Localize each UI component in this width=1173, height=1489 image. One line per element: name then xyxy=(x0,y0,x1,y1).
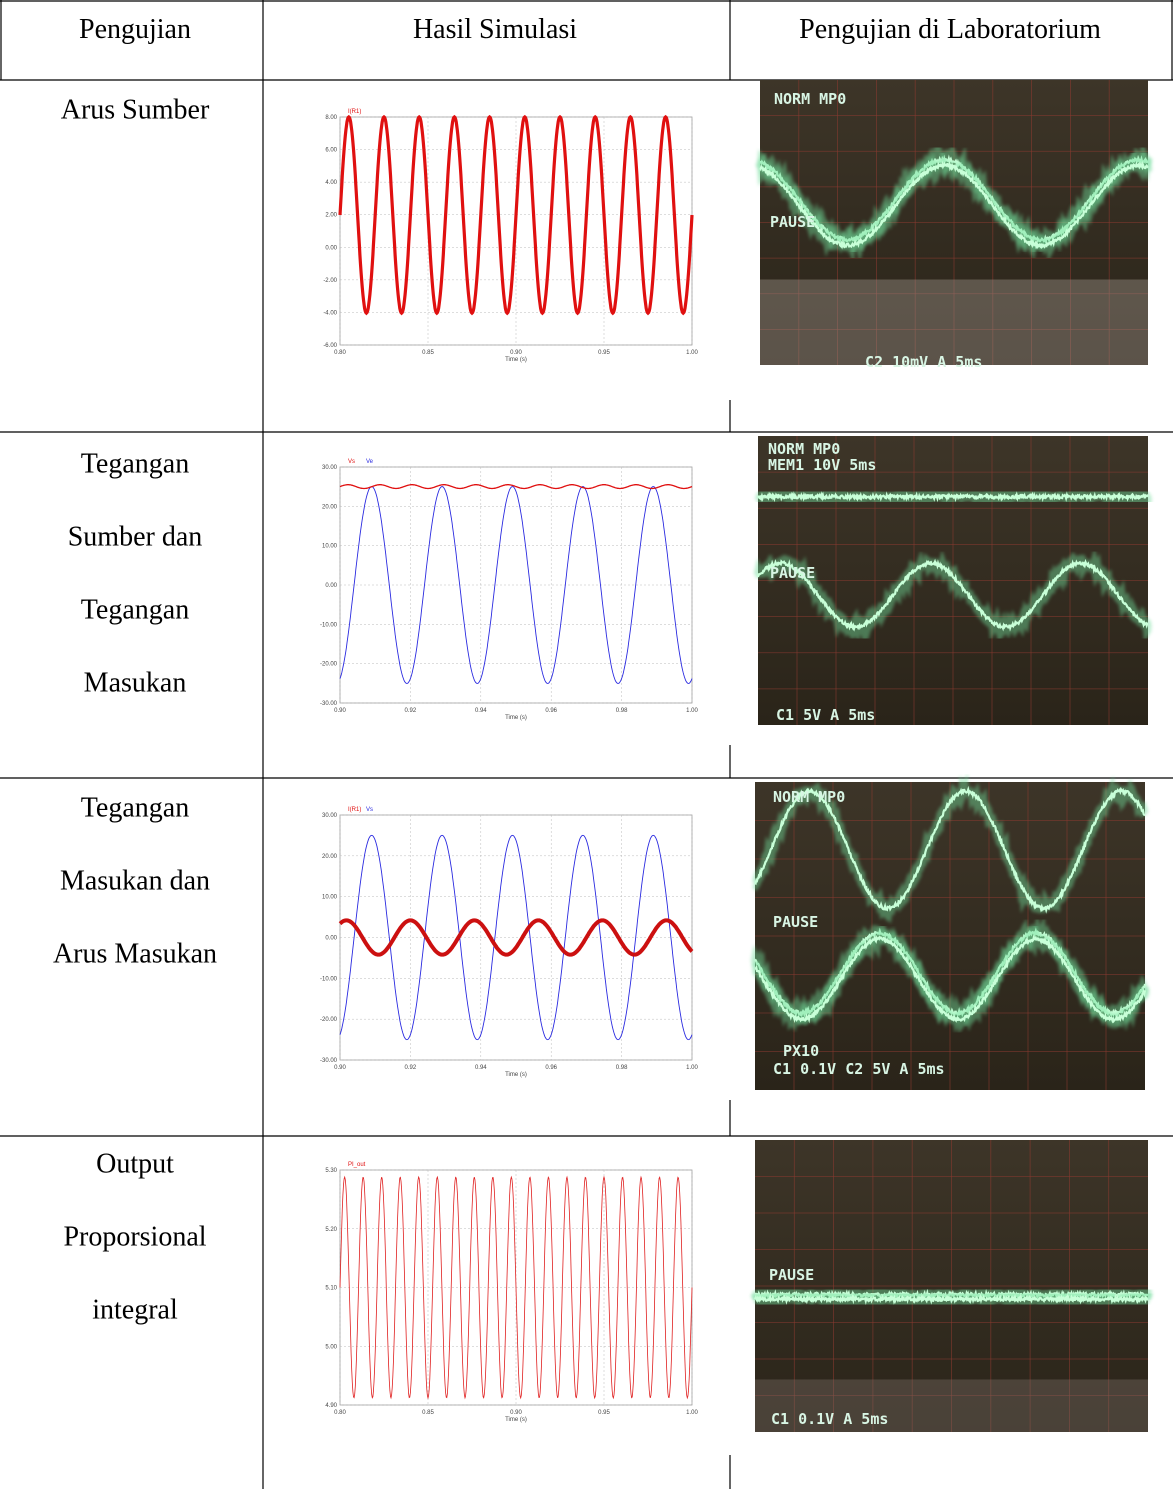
scope-trace xyxy=(758,495,1148,498)
plot-y-tick: 2.00 xyxy=(325,213,337,219)
plot-y-tick: 4.90 xyxy=(325,1403,337,1409)
plot-y-tick: 5.30 xyxy=(325,1168,337,1174)
row-label: Tegangan xyxy=(81,448,189,479)
plot-x-tick: 0.85 xyxy=(422,1410,434,1416)
header-cell: Pengujian di Laboratorium xyxy=(799,14,1101,45)
plot-y-tick: 10.00 xyxy=(322,895,338,901)
plot-x-tick: 0.85 xyxy=(422,350,434,356)
plot-x-tick: 0.94 xyxy=(475,1065,487,1071)
plot-y-tick: -20.00 xyxy=(320,1017,338,1023)
plot-x-tick: 0.95 xyxy=(598,350,610,356)
row-label: Output xyxy=(96,1148,174,1179)
plot-y-tick: 0.00 xyxy=(325,936,337,942)
plot-y-tick: 5.00 xyxy=(325,1344,337,1350)
row-label: Sumber dan xyxy=(68,521,203,552)
plot-legend: Ve xyxy=(366,459,374,465)
plot-y-tick: -30.00 xyxy=(320,701,338,707)
plot-legend: Vs xyxy=(366,807,373,813)
plot-y-tick: -30.00 xyxy=(320,1058,338,1064)
plot-y-tick: 20.00 xyxy=(322,854,338,860)
plot-x-tick: 0.90 xyxy=(510,350,522,356)
scope-readout: NORM MP0 xyxy=(773,788,845,806)
plot-x-tick: 0.95 xyxy=(598,1410,610,1416)
row-label: Masukan dan xyxy=(60,865,210,896)
header-cell: Pengujian xyxy=(79,14,191,45)
plot-legend: PI_out xyxy=(348,1162,366,1168)
scope-readout: C1 0.1V C2 5V A 5ms xyxy=(773,1060,945,1078)
scope-readout: NORM MP0 xyxy=(774,90,846,108)
plot-x-tick: 0.98 xyxy=(616,708,628,714)
plot-x-label: Time (s) xyxy=(505,1072,527,1078)
plot-x-tick: 0.90 xyxy=(334,708,346,714)
plot-y-tick: 4.00 xyxy=(325,180,337,186)
plot-y-tick: 30.00 xyxy=(322,813,338,819)
plot-x-tick: 1.00 xyxy=(686,708,698,714)
row-label: integral xyxy=(92,1294,178,1325)
plot-x-label: Time (s) xyxy=(505,1417,527,1423)
row-label: Proporsional xyxy=(63,1221,206,1252)
plot-x-tick: 1.00 xyxy=(686,1065,698,1071)
plot-y-tick: 8.00 xyxy=(325,115,337,121)
scope-readout: C2 10mV A 5ms xyxy=(865,353,982,371)
plot-y-tick: -20.00 xyxy=(320,662,338,668)
plot-x-tick: 0.94 xyxy=(475,708,487,714)
row-label: Masukan xyxy=(84,667,187,698)
plot-legend: Vs xyxy=(348,459,355,465)
plot-x-tick: 1.00 xyxy=(686,350,698,356)
scope-readout: C1 0.1V A 5ms xyxy=(771,1410,888,1428)
plot-x-tick: 0.96 xyxy=(545,708,557,714)
plot-x-tick: 0.92 xyxy=(405,1065,417,1071)
plot-x-label: Time (s) xyxy=(505,357,527,363)
plot-y-tick: -10.00 xyxy=(320,622,338,628)
plot-y-tick: 5.20 xyxy=(325,1227,337,1233)
plot-y-tick: -4.00 xyxy=(323,310,337,316)
plot-y-tick: 0.00 xyxy=(325,245,337,251)
plot-legend: I(R1) xyxy=(348,109,361,115)
plot-y-tick: -6.00 xyxy=(323,343,337,349)
header-cell: Hasil Simulasi xyxy=(413,14,577,45)
row-label: Arus Masukan xyxy=(53,938,217,969)
plot-y-tick: 0.00 xyxy=(325,583,337,589)
plot-y-tick: -10.00 xyxy=(320,976,338,982)
plot-x-tick: 0.92 xyxy=(405,708,417,714)
plot-legend: I(R1) xyxy=(348,807,361,813)
scope-readout: PAUSE xyxy=(770,213,815,231)
row-label: Arus Sumber xyxy=(61,94,210,125)
plot-y-tick: 5.10 xyxy=(325,1286,337,1292)
plot-x-tick: 0.96 xyxy=(545,1065,557,1071)
plot-x-tick: 0.80 xyxy=(334,1410,346,1416)
plot-x-label: Time (s) xyxy=(505,715,527,721)
plot-x-tick: 0.80 xyxy=(334,350,346,356)
plot-y-tick: -2.00 xyxy=(323,278,337,284)
scope-readout: PAUSE xyxy=(770,564,815,582)
scope-readout: PAUSE xyxy=(773,913,818,931)
plot-x-tick: 0.98 xyxy=(616,1065,628,1071)
plot-x-tick: 1.00 xyxy=(686,1410,698,1416)
row-label: Tegangan xyxy=(81,792,189,823)
scope-readout: PX10 xyxy=(783,1042,819,1060)
plot-y-tick: 6.00 xyxy=(325,148,337,154)
row-label: Tegangan xyxy=(81,594,189,625)
plot-y-tick: 20.00 xyxy=(322,504,338,510)
plot-x-tick: 0.90 xyxy=(334,1065,346,1071)
scope-readout: C1 5V A 5ms xyxy=(776,706,875,724)
plot-x-tick: 0.90 xyxy=(510,1410,522,1416)
plot-y-tick: 10.00 xyxy=(322,544,338,550)
scope-readout: PAUSE xyxy=(769,1266,814,1284)
plot-y-tick: 30.00 xyxy=(322,465,338,471)
scope-readout: MEM1 10V 5ms xyxy=(768,456,876,474)
